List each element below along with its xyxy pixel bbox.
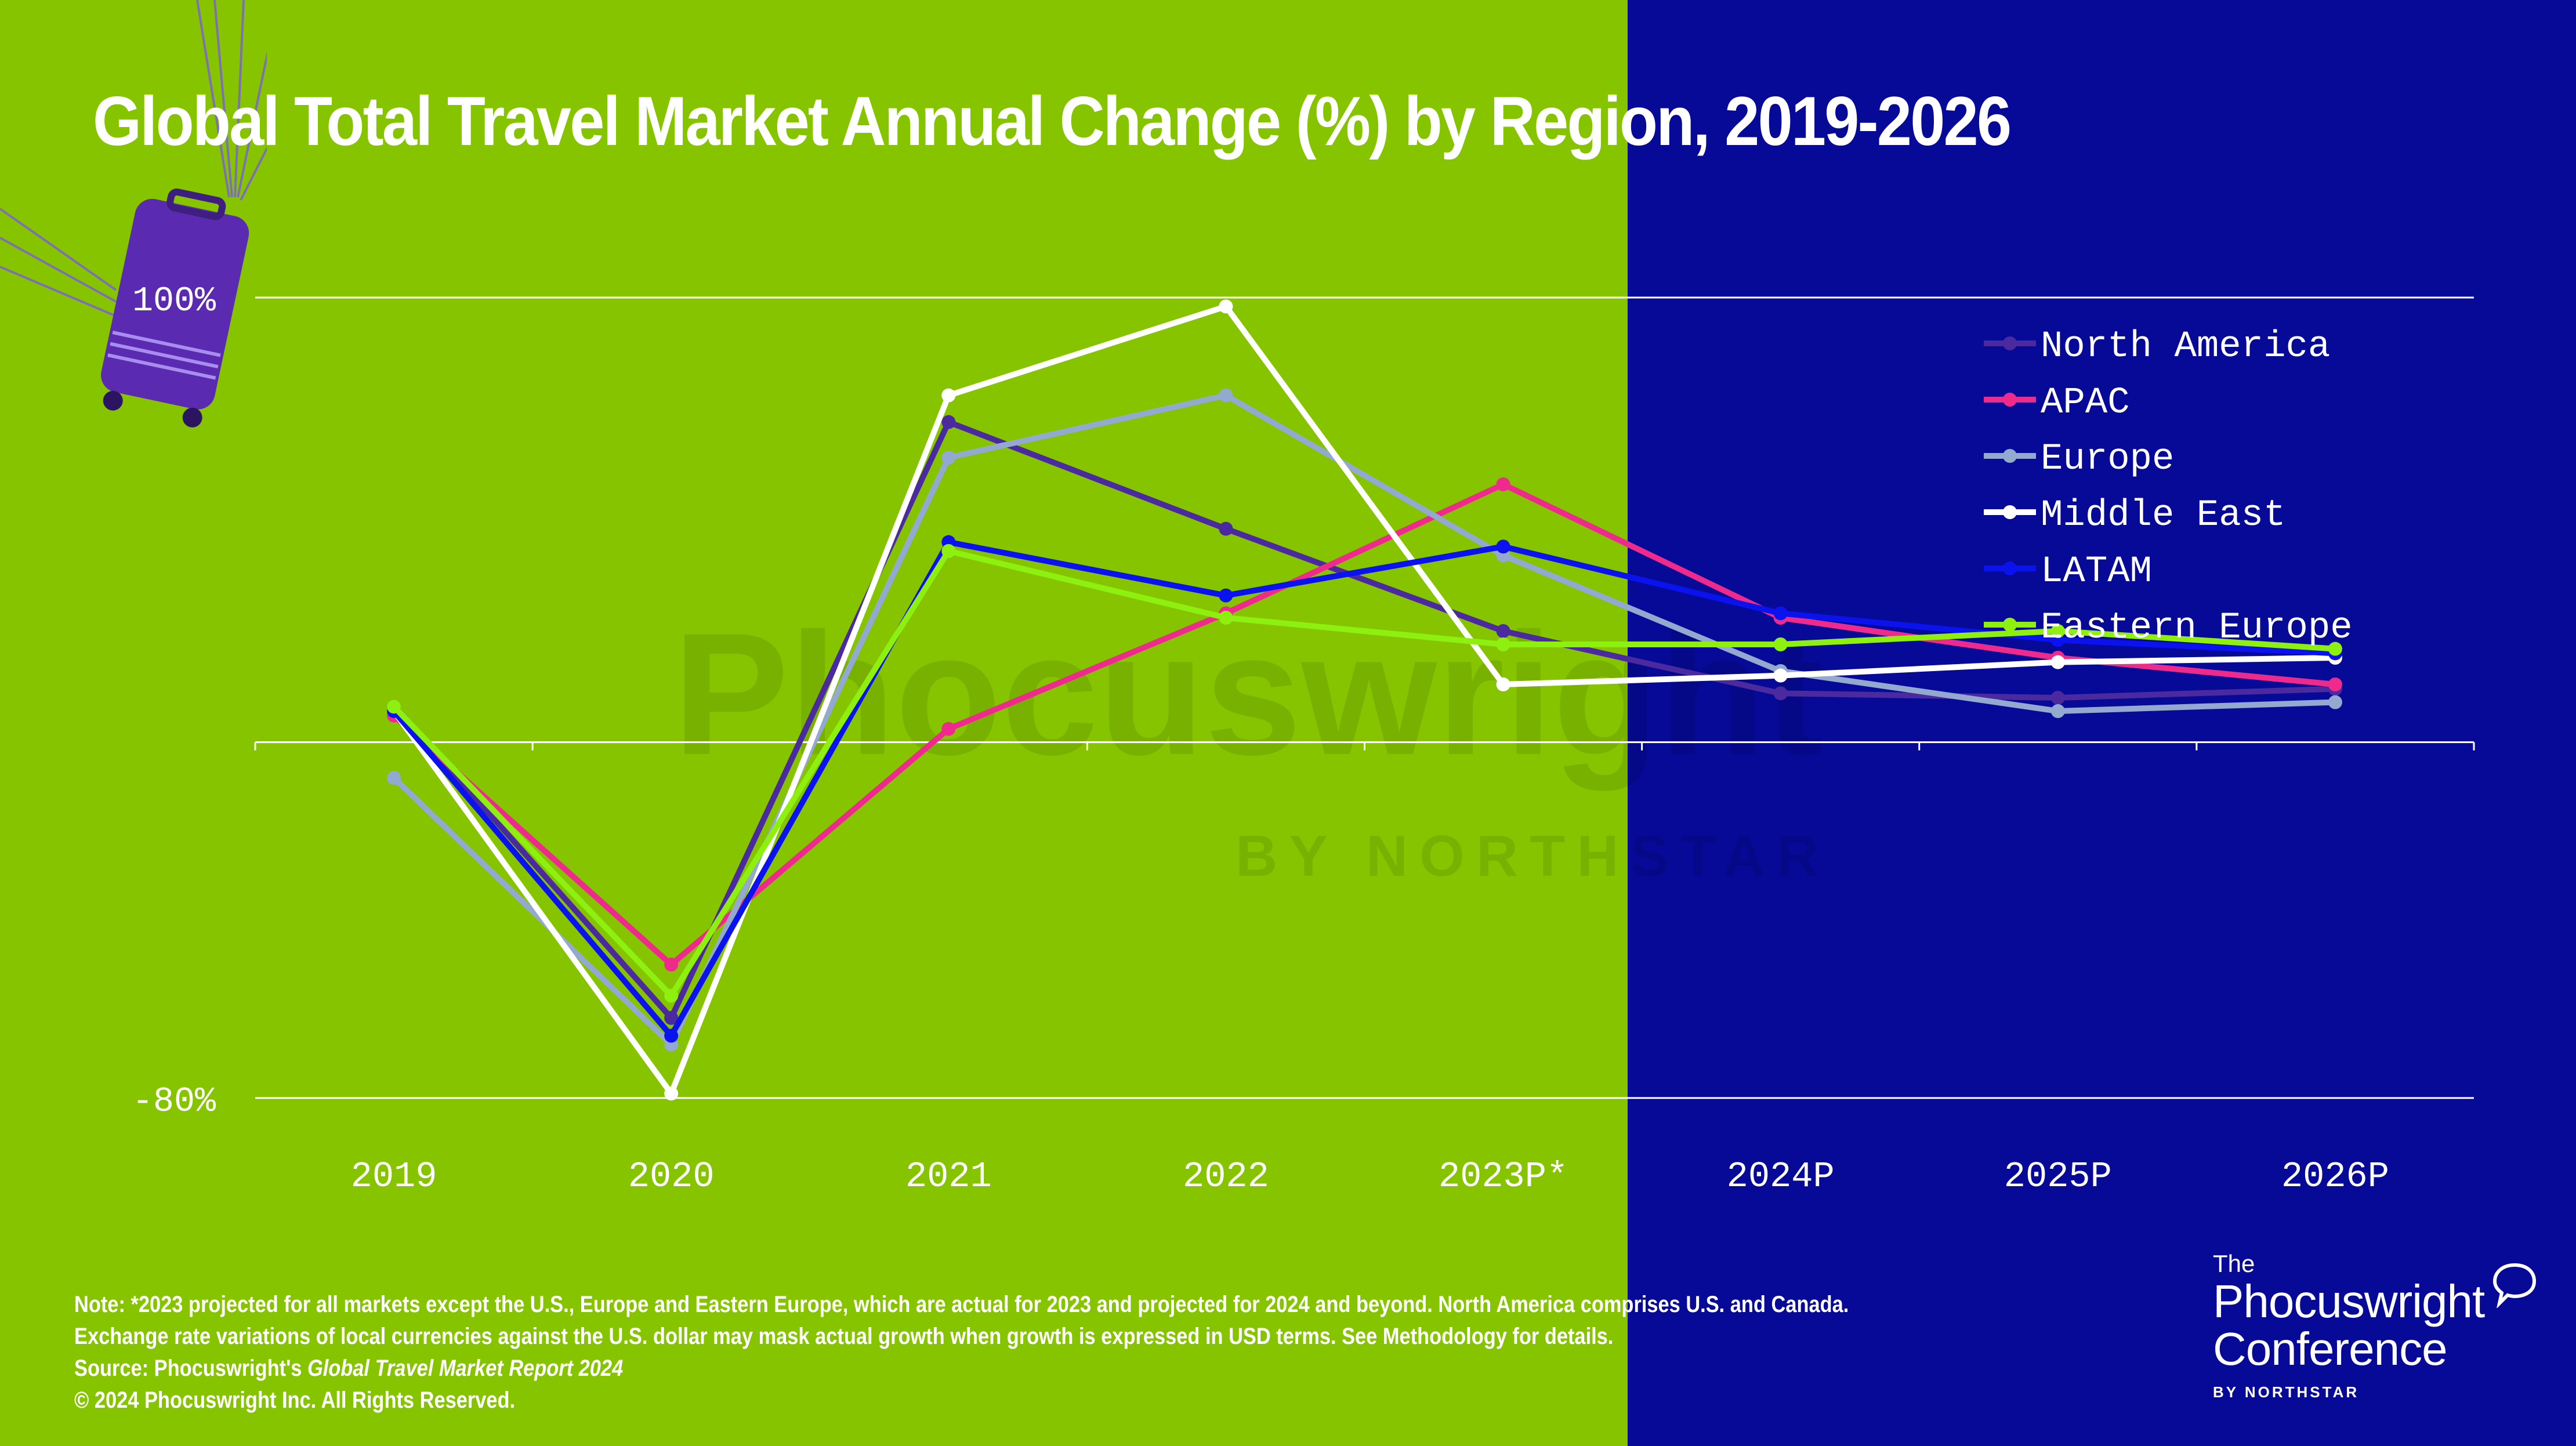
data-point-latam — [1773, 606, 1788, 621]
note-line-2: Exchange rate variations of local curren… — [74, 1324, 1614, 1349]
legend-label: Europe — [2041, 438, 2174, 480]
data-point-north-america — [2050, 691, 2065, 705]
x-tick-label: 2026P — [2281, 1156, 2389, 1197]
legend-item: APAC — [1984, 382, 2130, 424]
legend-marker — [2003, 561, 2017, 575]
series-line-europe — [392, 392, 2336, 1048]
legend-marker — [2003, 393, 2017, 407]
footnotes: Note: *2023 projected for all markets ex… — [74, 1289, 1849, 1416]
legend-label: APAC — [2041, 382, 2130, 424]
legend-item: Eastern Europe — [1984, 607, 2353, 649]
x-tick-label: 2024P — [1727, 1156, 1835, 1197]
data-point-apac — [2328, 677, 2342, 691]
legend-item: North America — [1984, 326, 2330, 368]
green-background-panel — [0, 0, 1628, 1446]
x-tick-label: 2025P — [2004, 1156, 2112, 1197]
legend-marker — [2003, 505, 2017, 519]
chart-title: Global Total Travel Market Annual Change… — [93, 82, 2012, 160]
data-point-eastern-europe — [1496, 637, 1510, 651]
legend-label: North America — [2041, 326, 2330, 368]
data-point-europe — [1219, 388, 1233, 403]
data-point-eastern-europe — [1773, 637, 1788, 651]
note-line-1: Note: *2023 projected for all markets ex… — [74, 1292, 1849, 1317]
watermark-text: Phocuswright — [673, 596, 1823, 792]
series-middle-east — [387, 299, 2342, 1101]
series-line-eastern-europe — [392, 548, 2336, 999]
data-point-eastern-europe — [941, 544, 956, 558]
x-tick-label: 2021 — [905, 1156, 992, 1197]
data-point-north-america — [1496, 624, 1510, 638]
data-point-north-america — [1773, 686, 1788, 701]
data-point-middle-east — [1219, 299, 1233, 314]
data-point-apac — [1496, 477, 1510, 491]
blue-background-panel — [1628, 0, 2576, 1446]
data-point-eastern-europe — [387, 700, 401, 714]
logo-by-northstar: BY NORTHSTAR — [2213, 1383, 2360, 1401]
speech-bubble-icon — [2492, 1263, 2537, 1308]
data-point-eastern-europe — [2328, 642, 2342, 656]
x-tick-label: 2023P* — [1439, 1156, 1568, 1197]
data-point-middle-east — [1773, 668, 1788, 683]
copyright-line: © 2024 Phocuswright Inc. All Rights Rese… — [74, 1387, 516, 1413]
series-eastern-europe — [387, 544, 2342, 1003]
source-title: Global Travel Market Report 2024 — [307, 1356, 624, 1381]
y-tick-label: -80% — [132, 1082, 216, 1122]
data-point-middle-east — [664, 1086, 679, 1101]
logo-line-2: Conference — [2213, 1323, 2448, 1375]
legend-item: Middle East — [1984, 495, 2285, 537]
data-point-europe — [941, 451, 956, 465]
data-point-north-america — [941, 415, 956, 429]
data-point-eastern-europe — [664, 988, 679, 1003]
legend-marker — [2003, 618, 2017, 632]
data-point-latam — [664, 1028, 679, 1043]
data-point-apac — [941, 722, 956, 736]
x-tick-label: 2022 — [1183, 1156, 1269, 1197]
legend-marker — [2003, 336, 2017, 350]
watermark-subtext: BY NORTHSTAR — [1236, 824, 1830, 889]
data-point-middle-east — [2050, 655, 2065, 669]
data-point-apac — [664, 958, 679, 972]
x-tick-label: 2020 — [628, 1156, 715, 1197]
data-point-north-america — [1219, 521, 1233, 536]
legend-label: LATAM — [2041, 551, 2152, 593]
series-line-middle-east — [392, 303, 2336, 1097]
x-tick-label: 2019 — [351, 1156, 437, 1197]
data-point-latam — [1219, 588, 1233, 603]
conference-logo: The Phocuswright Conference BY NORTHSTAR — [2213, 1250, 2537, 1401]
data-point-north-america — [664, 1011, 679, 1025]
data-point-europe — [387, 771, 401, 785]
data-point-europe — [2328, 695, 2342, 709]
logo-line-1: Phocuswright — [2213, 1275, 2485, 1327]
data-point-eastern-europe — [1219, 611, 1233, 625]
y-tick-label: 100% — [132, 282, 216, 321]
data-point-eastern-europe — [2050, 624, 2065, 638]
source-prefix: Source: Phocuswright's — [74, 1356, 307, 1381]
suitcase-balloon-illustration — [0, 0, 267, 427]
legend-marker — [2003, 449, 2017, 463]
legend-item: Europe — [1984, 438, 2174, 480]
data-point-middle-east — [1496, 677, 1510, 691]
data-point-europe — [2050, 704, 2065, 718]
legend-label: Middle East — [2041, 495, 2285, 537]
data-point-middle-east — [941, 388, 956, 403]
source-line: Source: Phocuswright's Global Travel Mar… — [74, 1353, 1849, 1385]
logo-the: The — [2213, 1250, 2255, 1277]
legend-label: Eastern Europe — [2041, 607, 2353, 649]
legend-item: LATAM — [1984, 551, 2152, 593]
data-point-latam — [1496, 539, 1510, 554]
